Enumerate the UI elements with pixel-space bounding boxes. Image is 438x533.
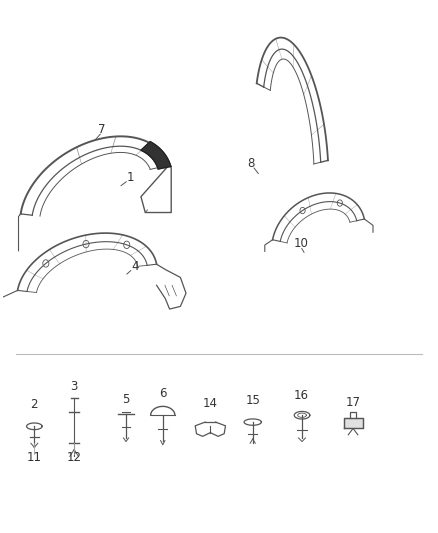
Text: 1: 1 bbox=[127, 172, 134, 184]
Text: 10: 10 bbox=[294, 237, 309, 251]
Text: 6: 6 bbox=[159, 386, 166, 400]
Text: 11: 11 bbox=[27, 451, 42, 464]
Text: 4: 4 bbox=[131, 260, 138, 273]
Text: 17: 17 bbox=[346, 395, 360, 409]
Text: 14: 14 bbox=[203, 397, 218, 410]
Text: 16: 16 bbox=[293, 389, 309, 402]
Text: 12: 12 bbox=[67, 451, 81, 464]
Text: 8: 8 bbox=[248, 157, 255, 170]
Text: 3: 3 bbox=[71, 380, 78, 393]
Polygon shape bbox=[141, 142, 171, 169]
Polygon shape bbox=[343, 418, 363, 429]
Text: 7: 7 bbox=[99, 123, 106, 136]
Text: 5: 5 bbox=[122, 393, 130, 406]
Text: 15: 15 bbox=[245, 394, 260, 408]
Text: 2: 2 bbox=[31, 398, 38, 411]
